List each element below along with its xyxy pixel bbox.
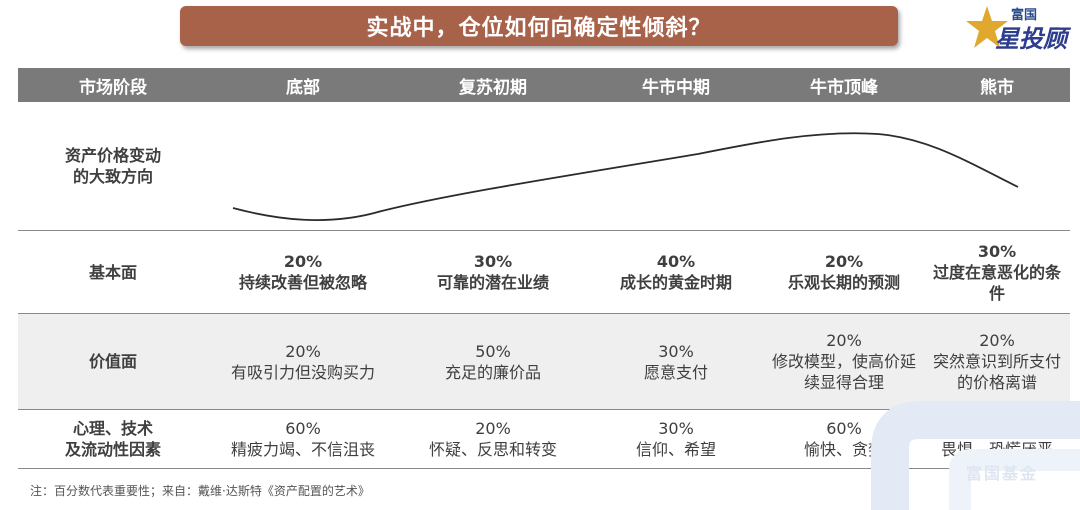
price-direction-curve <box>232 132 1019 221</box>
psych-text: 怀疑、反思和转变 <box>428 440 557 459</box>
psych-text: 愉快、贪婪 <box>803 440 884 459</box>
fund-pct: 30% <box>977 241 1017 261</box>
valuation-label: 价值面 <box>18 313 208 410</box>
fund-text: 持续改善但被忽略 <box>238 273 367 292</box>
fund-pct: 30% <box>473 252 513 271</box>
header-bear: 熊市 <box>924 68 1070 102</box>
header-market-stage: 市场阶段 <box>18 68 208 102</box>
fund-cell: 30% 可靠的潜在业绩 <box>398 230 588 314</box>
psych-cell: 60% 精疲力竭、不信沮丧 <box>208 409 398 469</box>
value-text: 有吸引力但没购买力 <box>230 362 375 382</box>
page-title: 实战中，仓位如何向确定性倾斜？ <box>366 16 712 41</box>
psych-cell: 20% 怀疑、反思和转变 <box>398 409 588 469</box>
fund-pct: 20% <box>824 252 864 271</box>
value-text: 愿意支付 <box>643 362 708 382</box>
fund-cell: 40% 成长的黄金时期 <box>588 230 764 314</box>
psych-pct: 60% <box>826 419 862 438</box>
header-bottom: 底部 <box>208 68 398 102</box>
price-direction-label: 资产价格变动 的大致方向 <box>18 102 208 231</box>
value-pct: 50% <box>475 341 511 361</box>
value-cell: 20% 修改模型，使高价延续显得合理 <box>764 313 924 410</box>
psychology-label-line2: 及流动性因素 <box>64 440 161 459</box>
price-direction-label-line1: 资产价格变动 <box>64 146 161 165</box>
psych-pct: 50% <box>979 419 1015 438</box>
value-pct: 20% <box>826 331 862 350</box>
fund-text: 成长的黄金时期 <box>619 273 732 292</box>
fundamentals-label: 基本面 <box>18 230 208 314</box>
logo-top-text: 富国 <box>1011 8 1038 23</box>
watermark-text: 富国基金 <box>966 464 1039 483</box>
fund-text: 乐观长期的预测 <box>787 273 900 292</box>
fund-pct: 20% <box>283 252 323 271</box>
fund-text: 可靠的潜在业绩 <box>436 273 549 292</box>
fund-cell: 20% 乐观长期的预测 <box>764 230 924 314</box>
header-mid-bull: 牛市中期 <box>588 68 764 102</box>
value-pct: 20% <box>979 331 1015 350</box>
star-logo-icon <box>966 6 1008 48</box>
value-text: 突然意识到所支付的价格离谱 <box>932 352 1061 392</box>
psychology-row: 心理、技术 及流动性因素 60% 精疲力竭、不信沮丧 20% 怀疑、反思和转变 30… <box>18 409 1070 469</box>
value-text: 修改模型，使高价延续显得合理 <box>771 352 916 392</box>
price-curve-cell <box>208 102 1070 231</box>
logo-main-text: 星投顾 <box>995 25 1067 53</box>
fund-cell: 30% 过度在意恶化的条件 <box>924 230 1070 314</box>
valuation-row: 价值面 20% 有吸引力但没购买力 50% 充足的廉价品 30% 愿意支付 20% 修改… <box>18 313 1070 410</box>
psych-cell: 30% 信仰、希望 <box>588 409 764 469</box>
psych-text: 畏惧、恐慌厌恶 <box>940 440 1053 459</box>
value-pct: 20% <box>285 341 321 361</box>
fund-text: 过度在意恶化的条件 <box>932 262 1061 303</box>
value-text: 充足的廉价品 <box>444 362 541 382</box>
value-cell: 30% 愿意支付 <box>588 313 764 410</box>
header-early-recovery: 复苏初期 <box>398 68 588 102</box>
psychology-label-line1: 心理、技术 <box>72 419 153 438</box>
psych-pct: 30% <box>658 419 694 438</box>
value-cell: 20% 突然意识到所支付的价格离谱 <box>924 313 1070 410</box>
fund-cell: 20% 持续改善但被忽略 <box>208 230 398 314</box>
header-bull-peak: 牛市顶峰 <box>764 68 924 102</box>
price-direction-row: 资产价格变动 的大致方向 <box>18 102 1070 231</box>
logo: 富国 星投顾 <box>965 2 1071 53</box>
psych-pct: 20% <box>475 419 511 438</box>
psych-text: 精疲力竭、不信沮丧 <box>230 440 375 459</box>
psychology-label: 心理、技术 及流动性因素 <box>18 409 208 469</box>
footnote: 注：百分数代表重要性；来自：戴维·达斯特《资产配置的艺术》 <box>30 484 370 498</box>
title-banner: 实战中，仓位如何向确定性倾斜？ <box>180 6 898 46</box>
fund-pct: 40% <box>656 252 696 271</box>
header-row: 市场阶段 底部 复苏初期 牛市中期 牛市顶峰 熊市 <box>18 68 1070 102</box>
psych-text: 信仰、希望 <box>635 440 716 459</box>
value-cell: 20% 有吸引力但没购买力 <box>208 313 398 410</box>
value-pct: 30% <box>658 341 694 361</box>
psych-cell: 60% 愉快、贪婪 <box>764 409 924 469</box>
price-curve-line <box>232 132 1019 221</box>
fundamentals-row: 基本面 20% 持续改善但被忽略 30% 可靠的潜在业绩 40% 成长的黄金时期 20… <box>18 230 1070 314</box>
psych-pct: 60% <box>285 419 321 438</box>
value-cell: 50% 充足的廉价品 <box>398 313 588 410</box>
price-direction-label-line2: 的大致方向 <box>72 167 153 186</box>
